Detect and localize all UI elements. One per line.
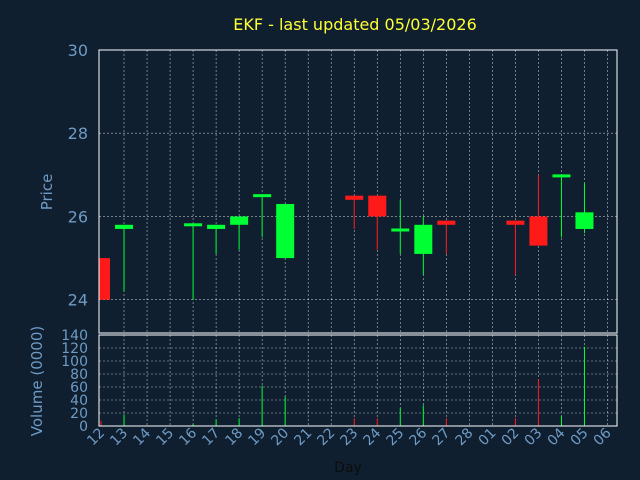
candle-body	[368, 195, 387, 217]
volume-y-tick-label: 0	[79, 419, 88, 435]
candle-body	[115, 224, 134, 229]
x-axis-ticks: 12 13 14 15 16 17 18 19 20 21 22 23 24 25 26 27 28 01 02 03…	[84, 425, 614, 449]
candle-body	[230, 216, 249, 225]
volume-y-tick-label: 140	[61, 328, 88, 344]
price-plot-frame	[98, 49, 618, 334]
volume-y-tick-label: 60	[70, 380, 88, 396]
volume-axis-label: Volume (0000)	[28, 326, 46, 436]
volume-y-tick-label: 100	[61, 354, 88, 370]
candle-body	[184, 223, 203, 227]
chart-title: EKF - last updated 05/03/2026	[233, 15, 477, 34]
price-y-tick-label: 28	[68, 124, 88, 143]
volume-y-tick-label: 80	[70, 367, 88, 383]
candle-body	[345, 195, 364, 200]
day-axis-label: Day	[334, 460, 362, 476]
candle-body	[391, 228, 410, 232]
candle-body	[253, 194, 272, 198]
volume-bars	[100, 346, 585, 426]
candle-body	[552, 174, 571, 178]
candle-body	[529, 216, 548, 246]
candle-body	[506, 220, 525, 225]
price-y-tick-label: 24	[68, 291, 88, 310]
candle-body	[437, 220, 456, 225]
price-y-ticks: 24 26 28 30	[68, 41, 88, 310]
price-y-tick-label: 26	[68, 207, 88, 226]
volume-grid	[99, 334, 617, 427]
price-candles	[99, 174, 594, 300]
volume-y-tick-label: 40	[70, 393, 88, 409]
candle-body	[414, 224, 433, 254]
candle-body	[276, 203, 295, 259]
volume-y-tick-label: 120	[61, 341, 88, 357]
volume-plot-frame	[98, 334, 618, 427]
candle-body	[207, 224, 226, 229]
candle-body	[99, 258, 110, 300]
price-y-tick-label: 30	[68, 41, 88, 60]
volume-y-tick-label: 20	[70, 406, 88, 422]
price-axis-label: Price	[38, 174, 56, 211]
candle-body	[575, 212, 594, 229]
